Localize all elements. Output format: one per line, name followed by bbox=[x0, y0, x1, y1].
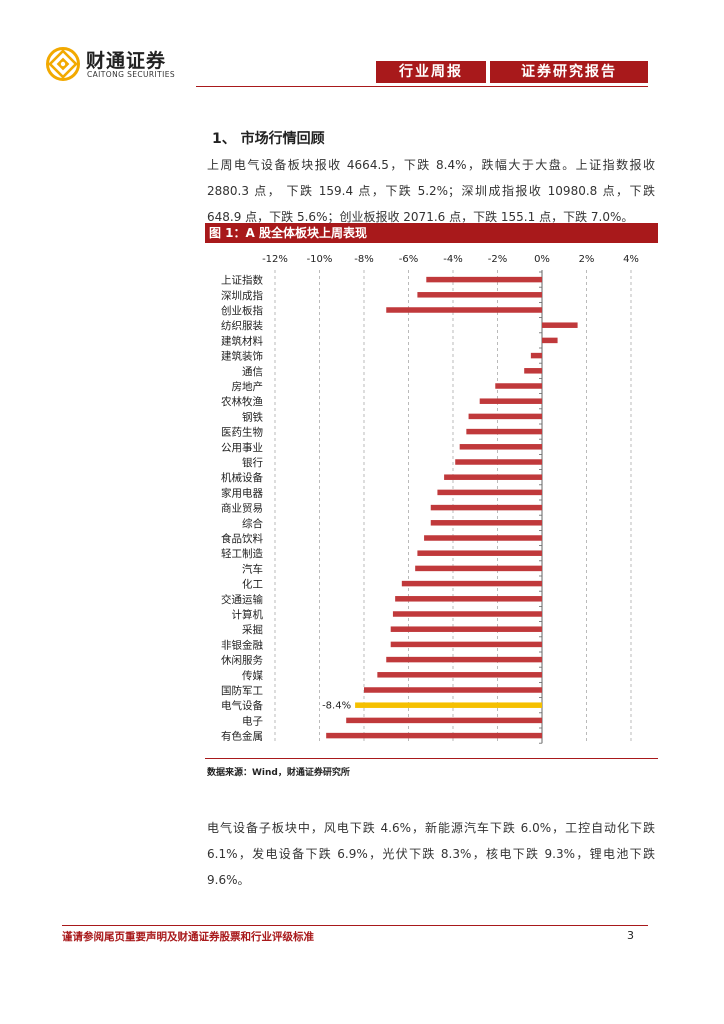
chart-category-label: 休闲服务 bbox=[221, 654, 263, 667]
chart-bar bbox=[468, 413, 542, 420]
chart-bar bbox=[390, 626, 542, 632]
chart-x-tick-labels: -12% -10% -8% -6% -4% -2% 0% 2% 4% bbox=[262, 254, 639, 265]
chart-bar bbox=[326, 732, 542, 739]
chart-category-label: 传媒 bbox=[242, 669, 263, 682]
chart-category-label: 化工 bbox=[242, 578, 263, 591]
figure-bottom-divider bbox=[205, 758, 658, 759]
chart-bar bbox=[355, 702, 542, 708]
chart-category-label: 汽车 bbox=[242, 562, 263, 575]
chart-x-tick-label: -10% bbox=[307, 254, 333, 265]
chart-bar bbox=[415, 565, 542, 572]
chart-bar bbox=[392, 611, 542, 617]
section-title: 1、 市场行情回顾 bbox=[212, 131, 325, 147]
chart-category-label: 农林牧渔 bbox=[221, 395, 263, 408]
chart-x-tick-label: 2% bbox=[579, 254, 595, 265]
chart-bar bbox=[459, 444, 542, 450]
sub-sector-paragraph: 电气设备子板块中，风电下跌 4.6%，新能源汽车下跌 6.0%，工控自动化下跌 … bbox=[207, 821, 655, 887]
chart-x-tick-label: -6% bbox=[399, 254, 418, 265]
chart-category-label: 轻工制造 bbox=[221, 547, 263, 560]
chart-category-label: 上证指数 bbox=[221, 274, 263, 287]
chart-category-labels: 上证指数深圳成指创业板指纺织服装建筑材料建筑装饰通信房地产农林牧渔钢铁医药生物公… bbox=[221, 274, 351, 743]
chart-x-tick-label: 4% bbox=[623, 254, 639, 265]
chart-category-label: 食品饮料 bbox=[221, 532, 263, 545]
chart-bar bbox=[364, 687, 542, 693]
chart-category-label: 机械设备 bbox=[221, 471, 263, 484]
tab-industry-weekly: 行业周报 bbox=[376, 61, 486, 83]
chart-data-label: -8.4% bbox=[322, 701, 351, 712]
tab-securities-research-report: 证券研究报告 bbox=[490, 61, 648, 83]
sector-performance-chart: -12% -10% -8% -6% -4% -2% 0% 2% 4% 上证指数深圳成指创业板指纺… bbox=[221, 254, 639, 744]
chart-bar bbox=[395, 596, 542, 602]
company-logo: 财通证券 CAITONG SECURITIES bbox=[46, 44, 196, 84]
figure-source: 数据来源：Wind，财通证券研究所 bbox=[207, 768, 350, 778]
chart-x-tick-label: -2% bbox=[488, 254, 507, 265]
chart-bar bbox=[417, 550, 542, 556]
chart-category-label: 电气设备 bbox=[221, 699, 263, 712]
logo-english-name: CAITONG SECURITIES bbox=[87, 70, 176, 79]
chart-x-tick-label: -12% bbox=[262, 254, 288, 265]
chart-bar bbox=[386, 307, 542, 313]
chart-x-tick-label: -4% bbox=[443, 254, 462, 265]
chart-category-label: 家用电器 bbox=[221, 486, 263, 499]
chart-bar bbox=[542, 322, 578, 328]
chart-bar bbox=[455, 459, 542, 465]
chart-category-label: 纺织服装 bbox=[221, 319, 263, 332]
chart-bar bbox=[386, 656, 542, 663]
chart-bars bbox=[326, 276, 578, 739]
chart-category-label: 房地产 bbox=[232, 380, 264, 393]
chart-bar bbox=[430, 504, 542, 511]
chart-x-tick-label: -8% bbox=[354, 254, 373, 265]
chart-bar bbox=[390, 641, 542, 648]
chart-category-label: 采掘 bbox=[242, 623, 263, 636]
logo-emblem-icon bbox=[46, 47, 80, 81]
chart-bar bbox=[377, 672, 542, 678]
chart-bar bbox=[401, 580, 542, 587]
chart-bar bbox=[466, 428, 542, 435]
chart-category-label: 创业板指 bbox=[221, 304, 263, 317]
page-number: 3 bbox=[627, 929, 634, 942]
chart-bar bbox=[417, 292, 542, 298]
chart-bar bbox=[444, 474, 542, 480]
chart-category-label: 综合 bbox=[242, 517, 263, 530]
logo-chinese-name: 财通证券 bbox=[86, 50, 167, 72]
chart-category-label: 计算机 bbox=[232, 608, 264, 621]
figure-caption: 图 1：A 股全体板块上周表现 bbox=[205, 223, 658, 243]
chart-bar bbox=[495, 383, 542, 389]
chart-category-label: 非银金融 bbox=[221, 638, 263, 651]
chart-category-label: 有色金属 bbox=[221, 730, 263, 743]
chart-category-label: 深圳成指 bbox=[221, 289, 263, 302]
chart-category-label: 交通运输 bbox=[221, 593, 263, 606]
market-review-paragraph: 上周电气设备板块报收 4664.5，下跌 8.4%，跌幅大于大盘。上证指数报收 … bbox=[207, 158, 655, 224]
chart-x-tick-label: 0% bbox=[534, 254, 550, 265]
chart-bar bbox=[530, 352, 542, 359]
chart-bar bbox=[437, 489, 542, 496]
chart-bar bbox=[430, 520, 542, 526]
chart-category-label: 钢铁 bbox=[242, 410, 263, 423]
header-divider bbox=[196, 86, 648, 87]
footer-disclaimer: 谨请参阅尾页重要声明及财通证券股票和行业评级标准 bbox=[62, 931, 314, 943]
chart-bar bbox=[346, 717, 542, 724]
chart-category-label: 银行 bbox=[242, 456, 263, 469]
chart-category-label: 公用事业 bbox=[221, 441, 263, 454]
chart-category-label: 建筑装饰 bbox=[221, 350, 263, 363]
chart-bar bbox=[479, 398, 542, 404]
chart-category-label: 国防军工 bbox=[221, 684, 263, 697]
chart-category-label: 商业贸易 bbox=[221, 502, 263, 515]
chart-bar bbox=[524, 368, 542, 374]
chart-category-label: 建筑材料 bbox=[221, 334, 263, 347]
chart-bar bbox=[542, 337, 558, 344]
footer-divider bbox=[62, 925, 648, 926]
chart-category-label: 电子 bbox=[242, 714, 263, 727]
chart-category-label: 通信 bbox=[242, 366, 263, 378]
chart-category-label: 医药生物 bbox=[221, 426, 263, 439]
chart-bar bbox=[426, 276, 542, 283]
chart-bar bbox=[424, 535, 542, 541]
